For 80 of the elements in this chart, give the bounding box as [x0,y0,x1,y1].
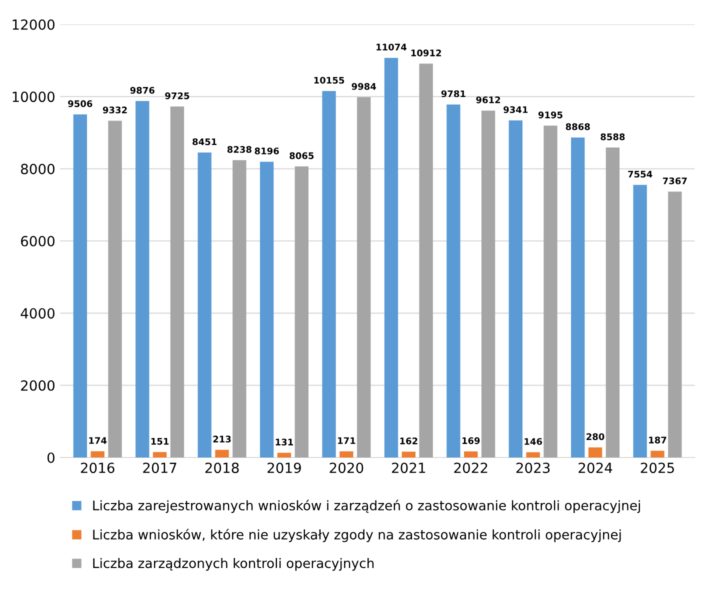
x-tick-label: 2017 [143,462,176,474]
data-label: 171 [338,437,356,444]
y-tick-label: 12000 [12,19,54,30]
bar [668,192,682,458]
bar [526,452,540,458]
bar [73,114,88,458]
x-tick-label: 2021 [392,462,426,474]
x-tick-label: 2024 [578,462,612,474]
data-label: 7367 [662,177,687,184]
data-label: 8065 [290,152,314,160]
bar [402,452,416,458]
bar [260,162,274,458]
bar [633,184,647,458]
bar [170,106,184,458]
data-label: 8588 [600,133,625,140]
bar [481,110,496,458]
bar [384,58,398,458]
bar [508,120,522,458]
legend-label: Liczba zarządzonych kontroli operacyjnych [93,558,374,571]
bar [357,97,371,458]
data-label: 187 [649,436,666,444]
data-label: 169 [462,437,480,444]
x-tick-label: 2025 [640,462,674,474]
data-label: 8451 [192,138,217,146]
bar [571,137,585,458]
bar [215,450,229,458]
data-label: 8868 [566,123,590,130]
data-label: 9506 [68,100,92,108]
bar [464,451,478,458]
x-tick-label: 2022 [454,462,488,474]
x-tick-label: 2023 [516,462,550,474]
bar [152,452,167,458]
y-tick-label: 0 [47,452,54,463]
data-label: 9332 [102,106,127,114]
bar [108,120,122,458]
x-tick-label: 2018 [205,462,239,474]
bar [198,152,212,458]
bar [446,104,460,458]
bar [606,148,620,458]
bar [90,451,104,458]
data-label: 162 [400,438,418,444]
x-tick-label: 2020 [330,462,364,474]
data-label: 174 [89,437,107,444]
y-tick-label: 2000 [21,380,54,391]
data-label: 9781 [441,90,466,98]
bar [294,166,308,458]
bar [322,90,336,458]
bar [544,126,558,458]
bar [650,450,664,458]
data-label: 9725 [165,92,190,100]
data-label: 9984 [352,83,376,90]
bar [136,101,150,458]
y-tick-label: 8000 [21,164,54,174]
data-label: 10155 [314,76,344,84]
data-label: 213 [213,436,231,443]
legend-label: Liczba wniosków, które nie uzyskały zgody na zastosowanie kontroli operacyjnej [93,528,621,542]
bar [588,447,602,458]
bar [232,160,246,458]
bar [419,64,433,458]
y-tick-label: 4000 [20,308,54,319]
data-label: 9341 [504,106,528,114]
data-label: 8238 [227,146,252,153]
data-label: 146 [524,438,542,445]
x-tick-label: 2016 [80,462,114,474]
data-label: 151 [151,438,169,445]
x-tick-label: 2019 [268,462,301,474]
bar [340,451,354,458]
data-label: 131 [276,438,294,446]
bar [277,452,292,458]
data-label: 10912 [411,50,441,56]
data-label: 7554 [628,170,652,178]
data-label: 11074 [376,44,407,51]
data-label: 280 [586,433,604,440]
data-label: 8196 [254,148,279,154]
y-tick-label: 6000 [21,236,54,246]
y-tick-label: 10000 [12,92,54,102]
legend-label: Liczba zarejestrowanych wniosków i zarządzeń o zastosowanie kontroli operacyjnej [93,500,640,513]
data-label: 9876 [130,86,154,94]
data-label: 9612 [476,96,500,104]
data-label: 9195 [538,112,562,118]
